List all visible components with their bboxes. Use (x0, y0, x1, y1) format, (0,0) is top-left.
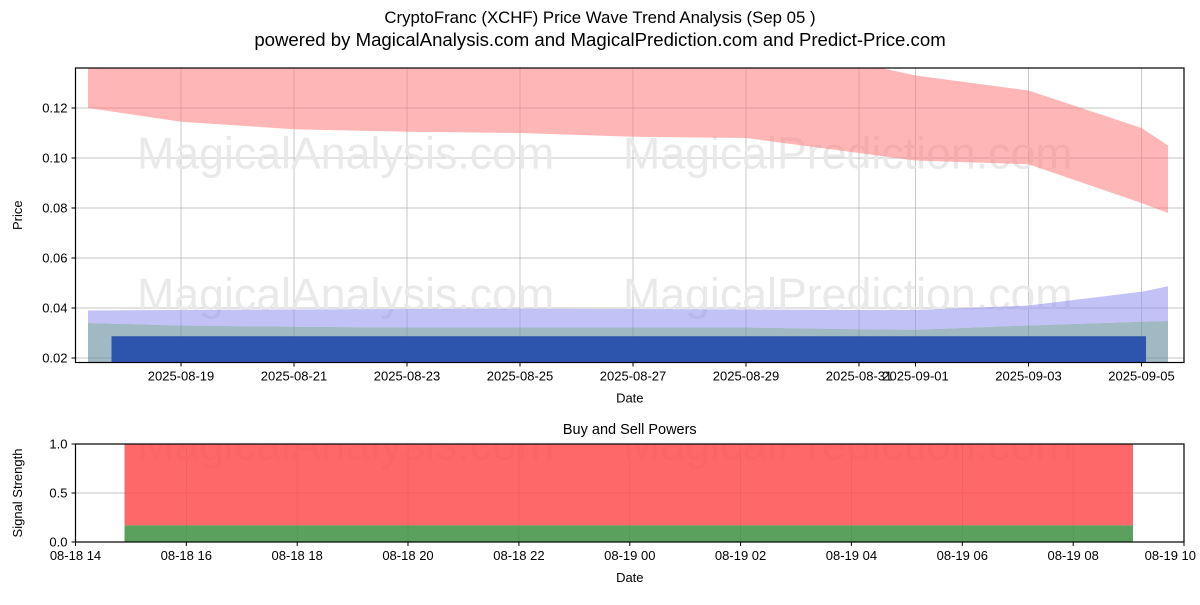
svg-text:2025-09-03: 2025-09-03 (995, 369, 1062, 384)
svg-text:08-19 02: 08-19 02 (715, 548, 766, 563)
svg-text:0.10: 0.10 (42, 151, 67, 166)
svg-text:1.0: 1.0 (49, 437, 67, 452)
svg-text:08-19 08: 08-19 08 (1048, 548, 1099, 563)
svg-text:08-18 18: 08-18 18 (272, 548, 323, 563)
svg-text:08-18 22: 08-18 22 (493, 548, 544, 563)
svg-text:0.08: 0.08 (42, 201, 67, 216)
svg-text:2025-09-05: 2025-09-05 (1108, 369, 1175, 384)
svg-text:08-19 00: 08-19 00 (604, 548, 655, 563)
svg-text:2025-08-23: 2025-08-23 (374, 369, 441, 384)
svg-text:08-19 04: 08-19 04 (826, 548, 877, 563)
svg-text:2025-08-25: 2025-08-25 (487, 369, 554, 384)
svg-text:2025-08-21: 2025-08-21 (261, 369, 328, 384)
svg-text:08-18 20: 08-18 20 (382, 548, 433, 563)
svg-text:08-18 16: 08-18 16 (161, 548, 212, 563)
svg-text:08-19 10: 08-19 10 (1145, 548, 1196, 563)
svg-text:08-18 14: 08-18 14 (50, 548, 101, 563)
svg-text:2025-08-27: 2025-08-27 (600, 369, 667, 384)
svg-text:0.12: 0.12 (42, 101, 67, 116)
svg-text:Date: Date (616, 391, 643, 406)
svg-text:08-19 06: 08-19 06 (937, 548, 988, 563)
svg-text:Signal Strength: Signal Strength (10, 449, 25, 538)
svg-text:2025-09-01: 2025-09-01 (882, 369, 949, 384)
svg-text:Date: Date (616, 570, 643, 585)
svg-text:Buy and Sell Powers: Buy and Sell Powers (563, 422, 697, 438)
svg-text:0.04: 0.04 (42, 301, 67, 316)
svg-text:2025-08-19: 2025-08-19 (148, 369, 215, 384)
svg-text:0.06: 0.06 (42, 251, 67, 266)
svg-text:0.02: 0.02 (42, 351, 67, 366)
svg-text:2025-08-29: 2025-08-29 (713, 369, 780, 384)
svg-text:0.0: 0.0 (49, 535, 67, 550)
svg-text:MagicalAnalysis.com: MagicalAnalysis.com (137, 130, 554, 179)
svg-text:Price: Price (10, 200, 25, 230)
svg-text:0.5: 0.5 (49, 486, 67, 501)
